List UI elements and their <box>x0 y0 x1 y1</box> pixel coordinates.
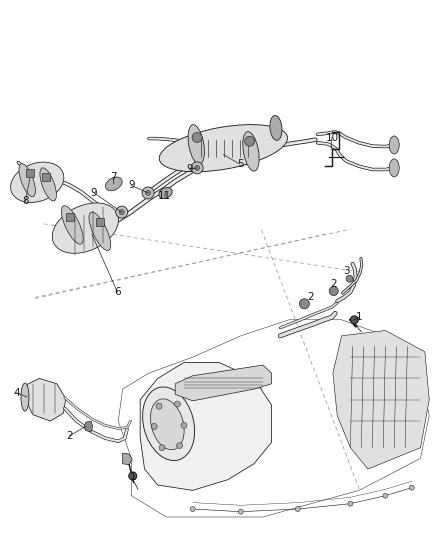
Circle shape <box>142 187 154 199</box>
Ellipse shape <box>389 136 399 154</box>
Ellipse shape <box>188 125 205 164</box>
Polygon shape <box>175 365 272 401</box>
Ellipse shape <box>52 203 119 253</box>
Polygon shape <box>24 378 66 421</box>
Polygon shape <box>84 421 93 432</box>
Bar <box>26 168 34 177</box>
Circle shape <box>238 509 244 514</box>
Text: 9: 9 <box>186 165 193 174</box>
Ellipse shape <box>151 399 184 450</box>
Circle shape <box>245 136 254 146</box>
Ellipse shape <box>270 116 282 140</box>
Circle shape <box>145 190 151 196</box>
Circle shape <box>348 501 353 506</box>
Text: 9: 9 <box>128 181 135 190</box>
Circle shape <box>194 165 200 171</box>
Text: 2: 2 <box>66 431 73 441</box>
Circle shape <box>409 485 414 490</box>
Ellipse shape <box>389 159 399 177</box>
Text: 11: 11 <box>158 191 171 201</box>
Circle shape <box>350 316 358 324</box>
Circle shape <box>156 403 162 409</box>
Circle shape <box>346 275 353 282</box>
Text: 2: 2 <box>330 279 337 289</box>
Circle shape <box>190 506 195 512</box>
Ellipse shape <box>159 125 287 172</box>
Circle shape <box>329 287 338 295</box>
Ellipse shape <box>11 162 64 203</box>
Circle shape <box>295 506 300 512</box>
Text: 9: 9 <box>91 188 98 198</box>
Circle shape <box>191 162 203 174</box>
Text: 5: 5 <box>237 159 244 169</box>
Ellipse shape <box>61 206 83 244</box>
Ellipse shape <box>40 168 57 201</box>
Circle shape <box>119 209 124 215</box>
Polygon shape <box>140 362 272 490</box>
Polygon shape <box>123 453 132 465</box>
Circle shape <box>116 206 128 218</box>
Text: 3: 3 <box>343 266 350 276</box>
Circle shape <box>129 472 137 480</box>
Circle shape <box>300 299 309 309</box>
Text: 6: 6 <box>114 287 121 297</box>
Bar <box>96 217 104 226</box>
Circle shape <box>159 445 165 451</box>
Ellipse shape <box>159 188 172 198</box>
Ellipse shape <box>243 132 259 171</box>
Circle shape <box>151 423 157 430</box>
Circle shape <box>177 442 183 449</box>
Bar <box>42 173 49 181</box>
Circle shape <box>181 422 187 429</box>
Text: 7: 7 <box>110 173 117 182</box>
Circle shape <box>174 401 180 407</box>
Ellipse shape <box>143 387 194 461</box>
Text: 1: 1 <box>356 312 363 322</box>
Polygon shape <box>333 330 429 469</box>
Text: 4: 4 <box>13 388 20 398</box>
Circle shape <box>192 133 202 142</box>
Text: 10: 10 <box>325 133 339 142</box>
Ellipse shape <box>89 212 111 251</box>
Text: 1: 1 <box>130 472 137 482</box>
Bar <box>66 213 74 222</box>
Ellipse shape <box>19 164 35 197</box>
Ellipse shape <box>21 383 29 411</box>
Text: 8: 8 <box>22 197 29 206</box>
Circle shape <box>383 493 388 498</box>
Text: 2: 2 <box>307 293 314 302</box>
Ellipse shape <box>106 177 122 191</box>
